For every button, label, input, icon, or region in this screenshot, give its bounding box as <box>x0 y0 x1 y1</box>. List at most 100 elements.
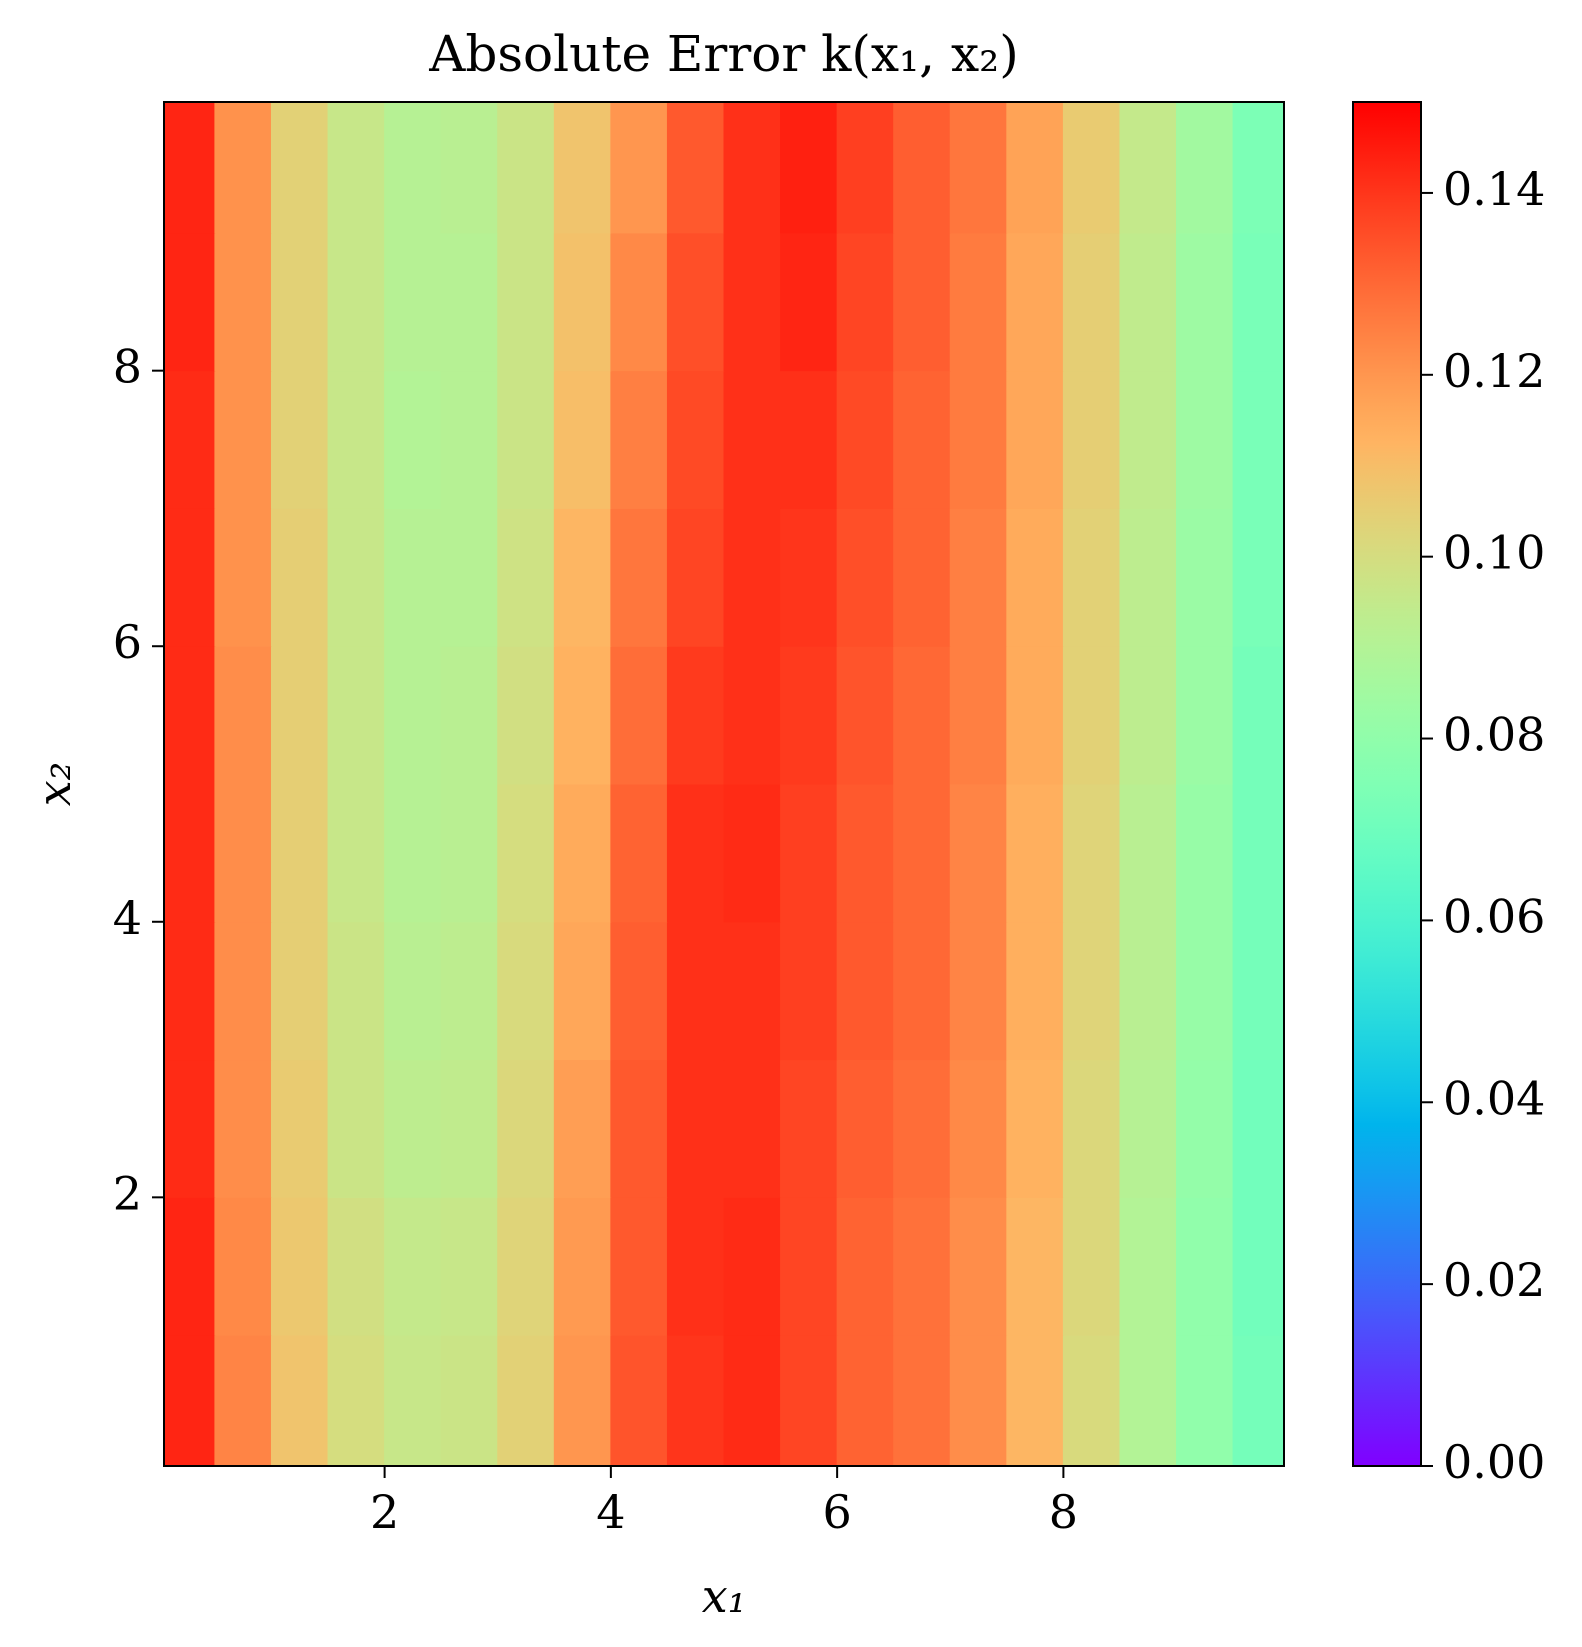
heatmap-cell <box>440 370 499 509</box>
heatmap-cell <box>1119 370 1178 509</box>
heatmap-cell <box>384 1059 442 1198</box>
heatmap-cell <box>780 1059 838 1198</box>
heatmap-cell <box>164 102 216 234</box>
colorbar-tick-label: 0.06 <box>1443 889 1545 943</box>
heatmap-cell <box>836 1059 895 1198</box>
heatmap-cell <box>553 1059 612 1198</box>
heatmap-cell <box>1006 102 1064 234</box>
heatmap-cell <box>780 645 838 785</box>
heatmap-cell <box>440 232 499 372</box>
heatmap-cell <box>1176 645 1234 785</box>
heatmap-cell <box>214 232 272 372</box>
heatmap-cell <box>497 921 555 1061</box>
heatmap-cell <box>1119 783 1178 923</box>
heatmap-cell <box>893 102 951 234</box>
heatmap-cell <box>949 921 1008 1061</box>
heatmap-cell <box>214 1196 272 1336</box>
heatmap-cell <box>440 783 499 923</box>
y-tick-label: 8 <box>113 340 142 394</box>
heatmap-cell <box>214 1059 272 1198</box>
heatmap-cell <box>1006 783 1064 923</box>
heatmap-cell <box>1062 370 1121 509</box>
heatmap-cell <box>553 1334 612 1466</box>
heatmap-cell <box>384 1196 442 1336</box>
heatmap-cell <box>164 232 216 372</box>
heatmap-cell <box>327 921 386 1061</box>
heatmap-cell <box>440 921 499 1061</box>
heatmap-cell <box>949 1334 1008 1466</box>
heatmap-cell <box>440 1196 499 1336</box>
heatmap-cell <box>270 1196 329 1336</box>
heatmap-cell <box>836 1196 895 1336</box>
heatmap-cell <box>1232 1334 1284 1466</box>
heatmap-cell <box>949 1059 1008 1198</box>
colorbar-tick-label: 0.04 <box>1443 1071 1545 1125</box>
heatmap-cell <box>497 102 555 234</box>
heatmap-cell <box>610 783 668 923</box>
heatmap-cell <box>440 102 499 234</box>
heatmap-cell <box>1176 370 1234 509</box>
heatmap-cell <box>610 507 668 647</box>
heatmap-cell <box>440 1059 499 1198</box>
heatmap-cell <box>893 370 951 509</box>
plot-frame <box>163 101 1285 1467</box>
heatmap-cell <box>384 102 442 234</box>
heatmap-cell <box>497 1196 555 1336</box>
heatmap-cell <box>384 921 442 1061</box>
heatmap-cell <box>553 645 612 785</box>
heatmap-cell <box>1062 1196 1121 1336</box>
heatmap-cell <box>610 102 668 234</box>
heatmap-cell <box>723 232 782 372</box>
heatmap-cell <box>1062 783 1121 923</box>
heatmap-cell <box>553 232 612 372</box>
heatmap-cell <box>327 507 386 647</box>
heatmap-cell <box>1006 921 1064 1061</box>
chart-title: Absolute Error k(x₁, x₂) <box>428 25 1018 83</box>
heatmap-cell <box>893 783 951 923</box>
y-tick-label: 2 <box>113 1166 142 1220</box>
heatmap-cell <box>1062 1334 1121 1466</box>
heatmap-cell <box>723 1334 782 1466</box>
heatmap-cell <box>497 783 555 923</box>
heatmap-cell <box>270 783 329 923</box>
heatmap-cell <box>1006 1196 1064 1336</box>
colorbar-tick-label: 0.02 <box>1443 1253 1545 1307</box>
heatmap-cell <box>1232 1059 1284 1198</box>
heatmap-cell <box>214 921 272 1061</box>
y-tick-label: 4 <box>113 891 142 945</box>
heatmap-cell <box>164 370 216 509</box>
heatmap-cell <box>893 1059 951 1198</box>
heatmap-cell <box>553 507 612 647</box>
heatmap-cell <box>1176 783 1234 923</box>
heatmap-cell <box>1062 232 1121 372</box>
heatmap-cell <box>723 1059 782 1198</box>
heatmap-cell <box>666 1334 725 1466</box>
colorbar-tick-label: 0.08 <box>1443 708 1545 762</box>
heatmap-cell <box>270 921 329 1061</box>
heatmap-cell <box>553 370 612 509</box>
heatmap-cell <box>214 102 272 234</box>
heatmap-cell <box>164 921 216 1061</box>
heatmap-cell <box>893 232 951 372</box>
heatmap-cell <box>327 232 386 372</box>
heatmap-cell <box>553 783 612 923</box>
heatmap-cell <box>780 232 838 372</box>
heatmap-cell <box>666 645 725 785</box>
x-tick-label: 8 <box>1049 1485 1078 1539</box>
heatmap-cell <box>1232 921 1284 1061</box>
colorbar <box>1352 101 1422 1467</box>
heatmap-cell <box>1006 645 1064 785</box>
heatmap-cell <box>1006 370 1064 509</box>
heatmap-cell <box>214 370 272 509</box>
heatmap-cell <box>440 507 499 647</box>
heatmap-cell <box>384 645 442 785</box>
heatmap-cell <box>327 370 386 509</box>
heatmap-cell <box>893 1196 951 1336</box>
heatmap-cell <box>666 232 725 372</box>
heatmap-cell <box>780 507 838 647</box>
colorbar-tick-label: 0.10 <box>1443 526 1545 580</box>
heatmap-cell <box>384 783 442 923</box>
heatmap-cell <box>1062 507 1121 647</box>
heatmap-cell <box>780 1334 838 1466</box>
